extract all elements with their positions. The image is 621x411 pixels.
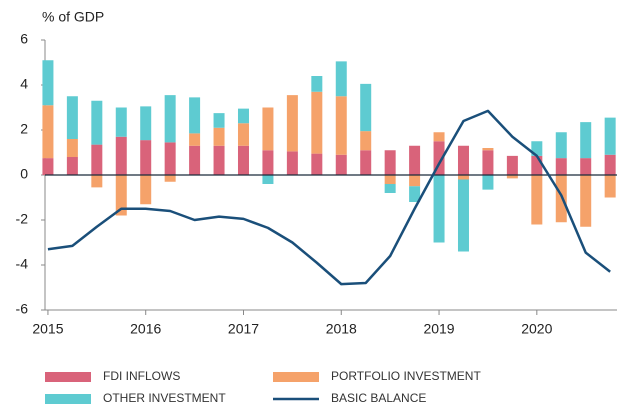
bar	[409, 175, 421, 187]
bar	[433, 175, 445, 243]
bar	[140, 106, 152, 141]
bar	[555, 158, 567, 175]
x-tick-label: 2019	[423, 321, 454, 337]
y-tick-label: 2	[20, 121, 28, 137]
bar	[580, 175, 592, 227]
y-tick-label: 4	[20, 76, 28, 92]
x-tick-label: 2016	[130, 321, 161, 337]
bar	[115, 107, 127, 137]
bar	[604, 175, 616, 198]
y-tick-label: -6	[16, 301, 29, 317]
legend-label: FDI INFLOWS	[103, 369, 180, 383]
bar	[237, 123, 249, 146]
bar	[91, 100, 103, 145]
bar	[164, 142, 176, 175]
bar	[604, 117, 616, 155]
legend-label: OTHER INVESTMENT	[103, 391, 226, 405]
legend-swatch	[273, 372, 319, 382]
bar	[384, 175, 396, 184]
bar	[580, 158, 592, 175]
bar	[384, 184, 396, 193]
bar	[115, 136, 127, 175]
bar	[213, 113, 225, 128]
y-tick-label: -2	[16, 211, 29, 227]
bar	[555, 132, 567, 159]
bar	[360, 83, 372, 132]
x-tick-label: 2018	[326, 321, 357, 337]
x-tick-label: 2015	[32, 321, 63, 337]
bar	[66, 157, 78, 175]
bar	[42, 60, 54, 106]
legend-swatch	[45, 372, 91, 382]
x-tick-label: 2017	[228, 321, 259, 337]
bar	[555, 175, 567, 223]
bar	[433, 141, 445, 175]
bar	[335, 96, 347, 155]
legend-label: PORTFOLIO INVESTMENT	[331, 369, 481, 383]
bar	[42, 158, 54, 175]
bar	[286, 95, 298, 152]
bar	[189, 97, 201, 134]
bar	[482, 150, 494, 175]
bar	[360, 150, 372, 175]
y-tick-label: 0	[20, 166, 28, 182]
bar	[482, 148, 494, 151]
bar	[91, 175, 103, 188]
bar	[164, 175, 176, 182]
y-axis-label: % of GDP	[42, 9, 104, 25]
bar	[140, 175, 152, 205]
y-tick-label: 6	[20, 31, 28, 47]
bar	[506, 155, 518, 175]
bar	[66, 139, 78, 157]
bar	[189, 133, 201, 146]
bar	[213, 145, 225, 175]
x-tick-label: 2020	[521, 321, 552, 337]
bar	[140, 140, 152, 175]
legend-label: BASIC BALANCE	[331, 391, 426, 405]
bar	[335, 61, 347, 97]
bar	[604, 154, 616, 175]
bar	[506, 175, 518, 179]
bar	[42, 105, 54, 159]
bar	[531, 155, 543, 175]
bar	[531, 175, 543, 225]
bar	[286, 151, 298, 175]
line	[47, 109, 611, 286]
y-tick-label: -4	[16, 256, 29, 272]
bar	[409, 186, 421, 202]
bar	[115, 175, 127, 216]
bar	[91, 144, 103, 175]
bar	[457, 175, 469, 180]
bar	[189, 145, 201, 175]
bar	[409, 145, 421, 175]
bar	[237, 145, 249, 175]
bar	[237, 108, 249, 124]
bar	[335, 154, 347, 175]
bar	[311, 153, 323, 175]
bar	[384, 150, 396, 175]
bar	[531, 141, 543, 156]
bar	[262, 175, 274, 184]
bar	[311, 76, 323, 92]
bar	[262, 150, 274, 175]
legend-swatch	[45, 394, 91, 404]
bar	[433, 132, 445, 142]
bar	[580, 122, 592, 159]
bar	[457, 145, 469, 175]
bar	[457, 179, 469, 252]
bar	[360, 131, 372, 151]
bar	[66, 96, 78, 139]
bar	[262, 107, 274, 151]
bar	[213, 127, 225, 146]
bar	[311, 91, 323, 154]
bar	[164, 95, 176, 143]
bar	[482, 175, 494, 190]
